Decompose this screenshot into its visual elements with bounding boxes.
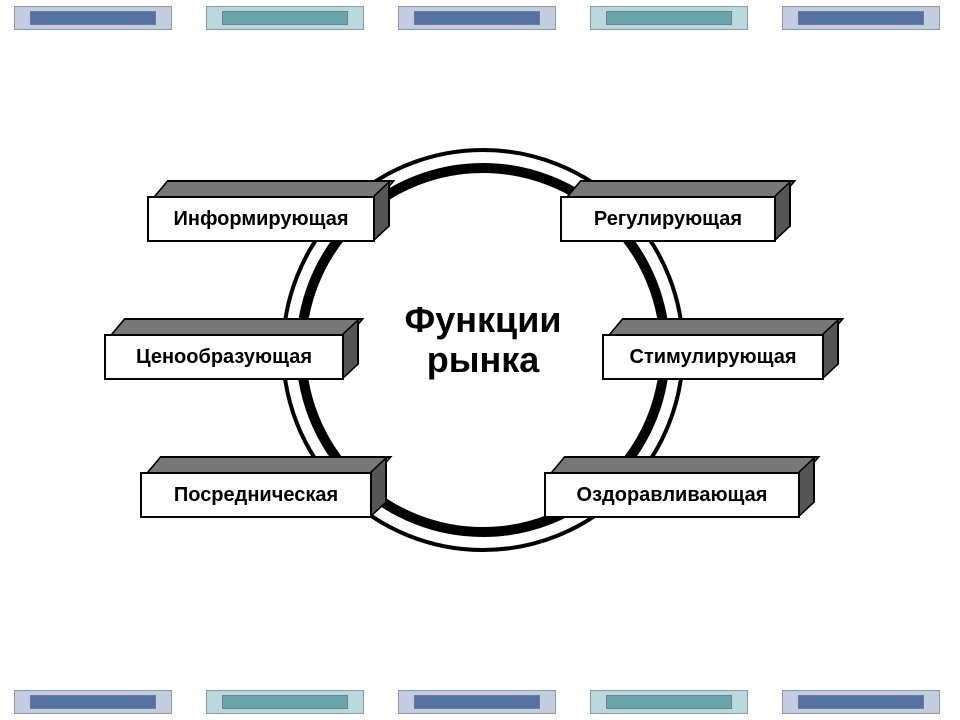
decor-segment (782, 684, 940, 720)
function-label: Стимулирующая (630, 346, 797, 369)
box-front-face: Посредническая (140, 472, 372, 518)
box-front-face: Информирующая (147, 196, 375, 242)
center-title-line2: рынка (353, 340, 613, 380)
decor-segment (398, 684, 556, 720)
decor-segment (590, 0, 748, 36)
decor-segment (14, 0, 172, 36)
decor-bar-bottom (0, 684, 960, 720)
box-front-face: Регулирующая (560, 196, 776, 242)
box-top-face (154, 180, 395, 196)
function-label: Информирующая (173, 208, 348, 231)
decor-segment (206, 684, 364, 720)
function-box: Стимулирующая (602, 318, 824, 380)
function-box: Посредническая (140, 456, 372, 518)
decor-segment (14, 684, 172, 720)
function-box: Регулирующая (560, 180, 776, 242)
decor-bar-top (0, 0, 960, 36)
function-box: Оздоравливающая (544, 456, 800, 518)
function-label: Посредническая (174, 484, 338, 507)
box-front-face: Стимулирующая (602, 334, 824, 380)
decor-segment (398, 0, 556, 36)
box-top-face (567, 180, 796, 196)
box-top-face (609, 318, 844, 334)
diagram: Функции рынка Информирующая Регулирующая Ц… (90, 120, 870, 600)
center-title: Функции рынка (353, 300, 613, 379)
decor-segment (206, 0, 364, 36)
decor-segment (782, 0, 940, 36)
box-front-face: Оздоравливающая (544, 472, 800, 518)
box-front-face: Ценообразующая (104, 334, 344, 380)
function-label: Оздоравливающая (577, 484, 768, 507)
box-top-face (147, 456, 392, 472)
center-title-line1: Функции (353, 300, 613, 340)
function-label: Регулирующая (594, 208, 742, 231)
box-top-face (551, 456, 820, 472)
function-label: Ценообразующая (136, 346, 312, 369)
box-top-face (111, 318, 364, 334)
function-box: Ценообразующая (104, 318, 344, 380)
function-box: Информирующая (147, 180, 375, 242)
decor-segment (590, 684, 748, 720)
